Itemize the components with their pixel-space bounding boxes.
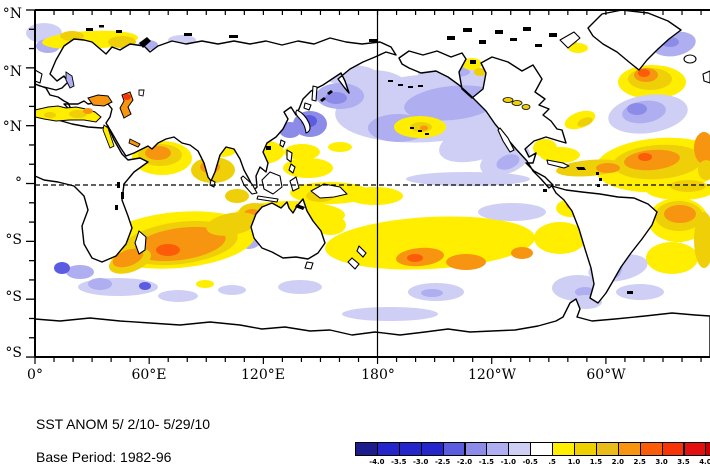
lat-tick-label: °N <box>2 6 22 22</box>
lat-tick-label: °N <box>2 64 22 80</box>
colorbar-tick-label: -3.0 <box>413 458 429 466</box>
lon-tick-label: 0° <box>27 367 43 383</box>
colorbar: -4.0 -3.5 -3.0 -2.5 -2.0 -1.5 -1.0 -0.5 .5 1.0 1.5… <box>355 442 710 472</box>
colorbar-cell <box>398 442 422 456</box>
colorbar-cell <box>486 442 510 456</box>
colorbar-tick-label: 4.0 <box>699 458 710 466</box>
colorbar-tick-label: 2.5 <box>633 458 646 466</box>
colorbar-cell <box>508 442 532 456</box>
colorbar-tick-label: -1.0 <box>500 458 516 466</box>
lon-tick-label: 60°E <box>131 367 167 383</box>
lon-tick-label: 60°W <box>586 367 626 383</box>
colorbar-tick-label: 3.0 <box>655 458 668 466</box>
colorbar-cell <box>705 442 710 456</box>
lat-tick-label: ° <box>15 175 22 191</box>
lat-tick-label: °S <box>5 289 22 305</box>
lat-tick-label: °S <box>5 345 22 361</box>
colorbar-cell <box>355 442 378 456</box>
colorbar-tick-label: -3.5 <box>391 458 407 466</box>
lon-tick-label: 120°E <box>241 367 285 383</box>
colorbar-tick-label: 1.0 <box>567 458 581 466</box>
lat-tick-label: °N <box>2 119 22 135</box>
colorbar-cell <box>639 442 663 456</box>
colorbar-cell <box>464 442 488 456</box>
colorbar-cell <box>530 442 554 456</box>
base-period-label: Base Period: 1982-96 <box>36 449 172 465</box>
colorbar-tick-label: -1.5 <box>478 458 495 466</box>
colorbar-cell <box>661 442 685 456</box>
colorbar-tick-label: -2.5 <box>434 458 451 466</box>
colorbar-cell <box>683 442 707 456</box>
colorbar-cell <box>442 442 466 456</box>
colorbar-tick-label: 3.5 <box>677 458 690 466</box>
colorbar-cell <box>376 442 400 456</box>
colorbar-tick-label: .5 <box>548 458 556 466</box>
colorbar-cell <box>420 442 444 456</box>
colorbar-cell <box>574 442 597 456</box>
colorbar-tick-label: 1.5 <box>589 458 603 466</box>
map-title: SST ANOM 5/ 2/10- 5/29/10 <box>36 416 211 432</box>
lon-tick-label: 180° <box>361 367 395 383</box>
colorbar-cell <box>595 442 619 456</box>
colorbar-cell <box>552 442 575 456</box>
colorbar-tick-label: -0.5 <box>522 458 538 466</box>
colorbar-tick-label: 2.0 <box>611 458 624 466</box>
colorbar-tick-label: -4.0 <box>369 458 385 466</box>
lat-tick-label: °S <box>5 232 22 248</box>
colorbar-cell <box>617 442 641 456</box>
colorbar-tick-label: -2.0 <box>456 458 473 466</box>
lon-tick-label: 120°W <box>467 367 517 383</box>
